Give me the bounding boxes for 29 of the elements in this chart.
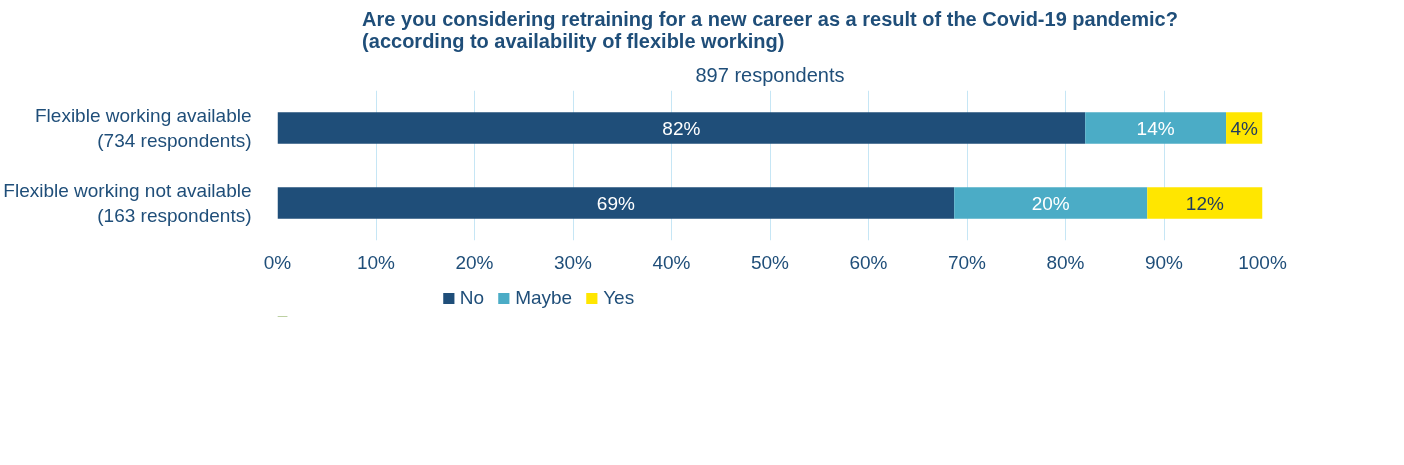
data-label: 69%	[596, 192, 635, 214]
bar	[1147, 187, 1263, 219]
x-tick-label: 0%	[263, 251, 292, 273]
x-tick-label: 20%	[455, 251, 494, 273]
bar	[277, 112, 1086, 144]
data-label: 82%	[662, 117, 701, 139]
x-tick-label: 70%	[947, 251, 987, 273]
data-label: 14%	[1136, 117, 1175, 139]
chart-title: Are you considering retraining for a new career as a result of the Covid-19 pandemic? (according to availability of flexible working)	[362, 7, 1178, 52]
x-tick-label: 30%	[553, 251, 593, 273]
legend-label: Yes	[603, 287, 635, 309]
x-tick-label: 100%	[1238, 251, 1287, 273]
data-label: 12%	[1185, 192, 1224, 214]
x-tick-label: 60%	[849, 251, 888, 273]
chart-subtitle: 897 respondents	[695, 63, 845, 86]
bar	[1085, 112, 1227, 144]
x-tick-label: 80%	[1046, 251, 1085, 273]
x-tick-label: 50%	[750, 251, 790, 273]
x-tick-label: 40%	[652, 251, 691, 273]
data-label: 4%	[1230, 117, 1259, 139]
bar	[277, 187, 955, 219]
y-tick-label: Flexible working not available (163 respondents)	[3, 179, 252, 227]
bar	[954, 187, 1148, 219]
x-tick-label: 10%	[356, 251, 396, 273]
x-tick-label: 90%	[1144, 251, 1184, 273]
legend-label: No	[459, 287, 485, 309]
data-label: 20%	[1031, 192, 1070, 214]
y-tick-label: Flexible working available (734 respondents)	[35, 104, 252, 152]
legend-label: Maybe	[515, 287, 573, 309]
